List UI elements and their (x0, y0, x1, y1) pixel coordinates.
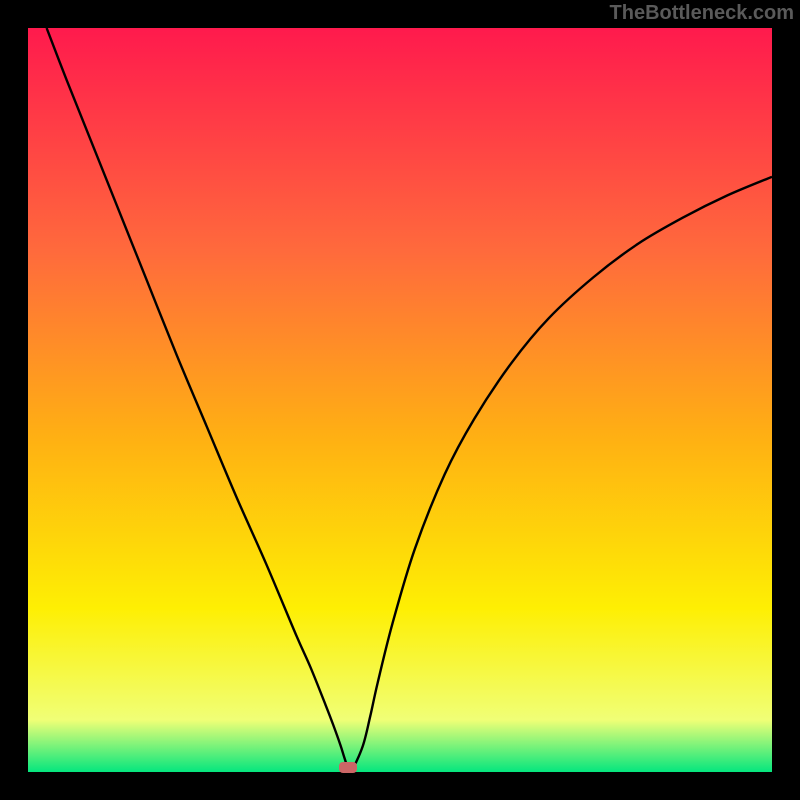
plot-area (28, 28, 772, 772)
curve-svg (28, 28, 772, 772)
bottleneck-curve (47, 28, 772, 772)
optimal-point-marker (339, 762, 357, 773)
watermark-text: TheBottleneck.com (610, 2, 794, 25)
chart-container: TheBottleneck.com (0, 0, 800, 800)
